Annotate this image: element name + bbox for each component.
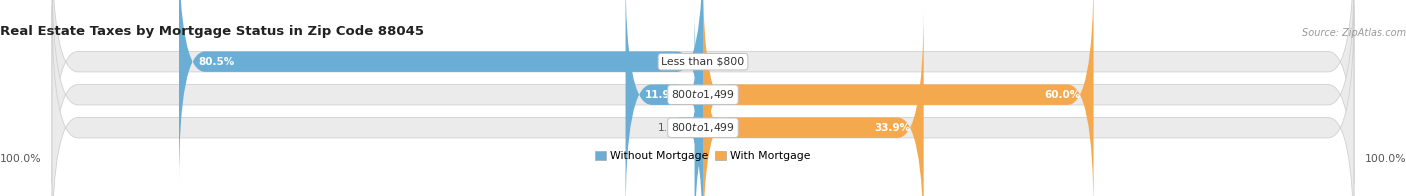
FancyBboxPatch shape — [52, 0, 1354, 196]
Text: Real Estate Taxes by Mortgage Status in Zip Code 88045: Real Estate Taxes by Mortgage Status in … — [0, 25, 425, 38]
Text: 100.0%: 100.0% — [1364, 154, 1406, 164]
FancyBboxPatch shape — [676, 6, 721, 196]
Text: 80.5%: 80.5% — [198, 57, 235, 67]
FancyBboxPatch shape — [52, 0, 1354, 183]
Text: 100.0%: 100.0% — [0, 154, 42, 164]
Text: 33.9%: 33.9% — [875, 123, 911, 133]
Text: 0.0%: 0.0% — [723, 57, 749, 67]
FancyBboxPatch shape — [703, 6, 924, 196]
Text: $800 to $1,499: $800 to $1,499 — [671, 121, 735, 134]
Text: 1.3%: 1.3% — [658, 123, 685, 133]
FancyBboxPatch shape — [179, 0, 703, 183]
Legend: Without Mortgage, With Mortgage: Without Mortgage, With Mortgage — [591, 147, 815, 165]
Text: 60.0%: 60.0% — [1045, 90, 1081, 100]
Text: $800 to $1,499: $800 to $1,499 — [671, 88, 735, 101]
Text: Less than $800: Less than $800 — [661, 57, 745, 67]
Text: 11.9%: 11.9% — [645, 90, 681, 100]
FancyBboxPatch shape — [703, 0, 1094, 196]
Text: Source: ZipAtlas.com: Source: ZipAtlas.com — [1302, 28, 1406, 38]
FancyBboxPatch shape — [626, 0, 703, 196]
FancyBboxPatch shape — [52, 6, 1354, 196]
